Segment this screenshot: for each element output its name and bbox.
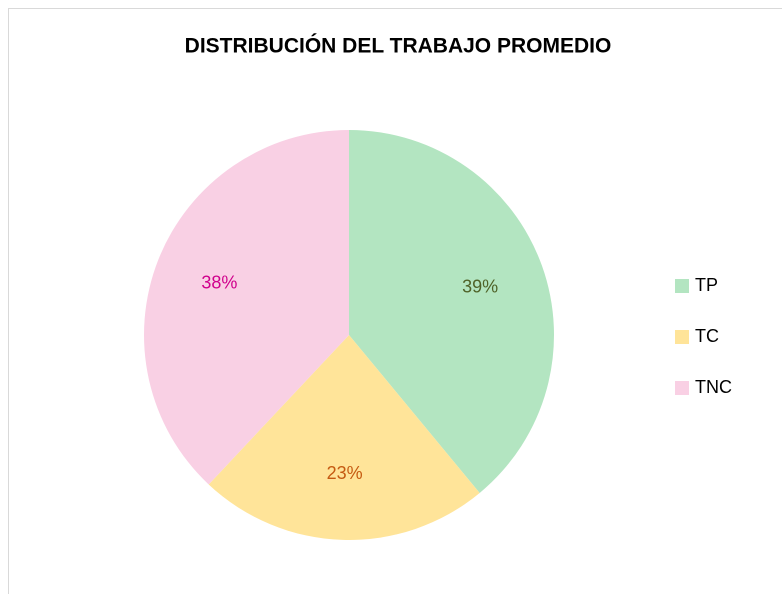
pie-slice [349, 130, 554, 493]
data-label: 23% [327, 463, 363, 483]
chart-title: DISTRIBUCIÓN DEL TRABAJO PROMEDIO [185, 34, 612, 58]
pie-slice [208, 335, 480, 540]
legend-swatch [675, 381, 689, 395]
data-label: 39% [462, 277, 498, 297]
pie-slice [143, 130, 349, 485]
legend-swatch [675, 330, 689, 344]
legend-label: TP [695, 275, 718, 295]
legend-label: TNC [695, 377, 732, 397]
data-label: 38% [201, 272, 237, 292]
legend-swatch [675, 279, 689, 293]
legend-label: TC [695, 326, 719, 346]
